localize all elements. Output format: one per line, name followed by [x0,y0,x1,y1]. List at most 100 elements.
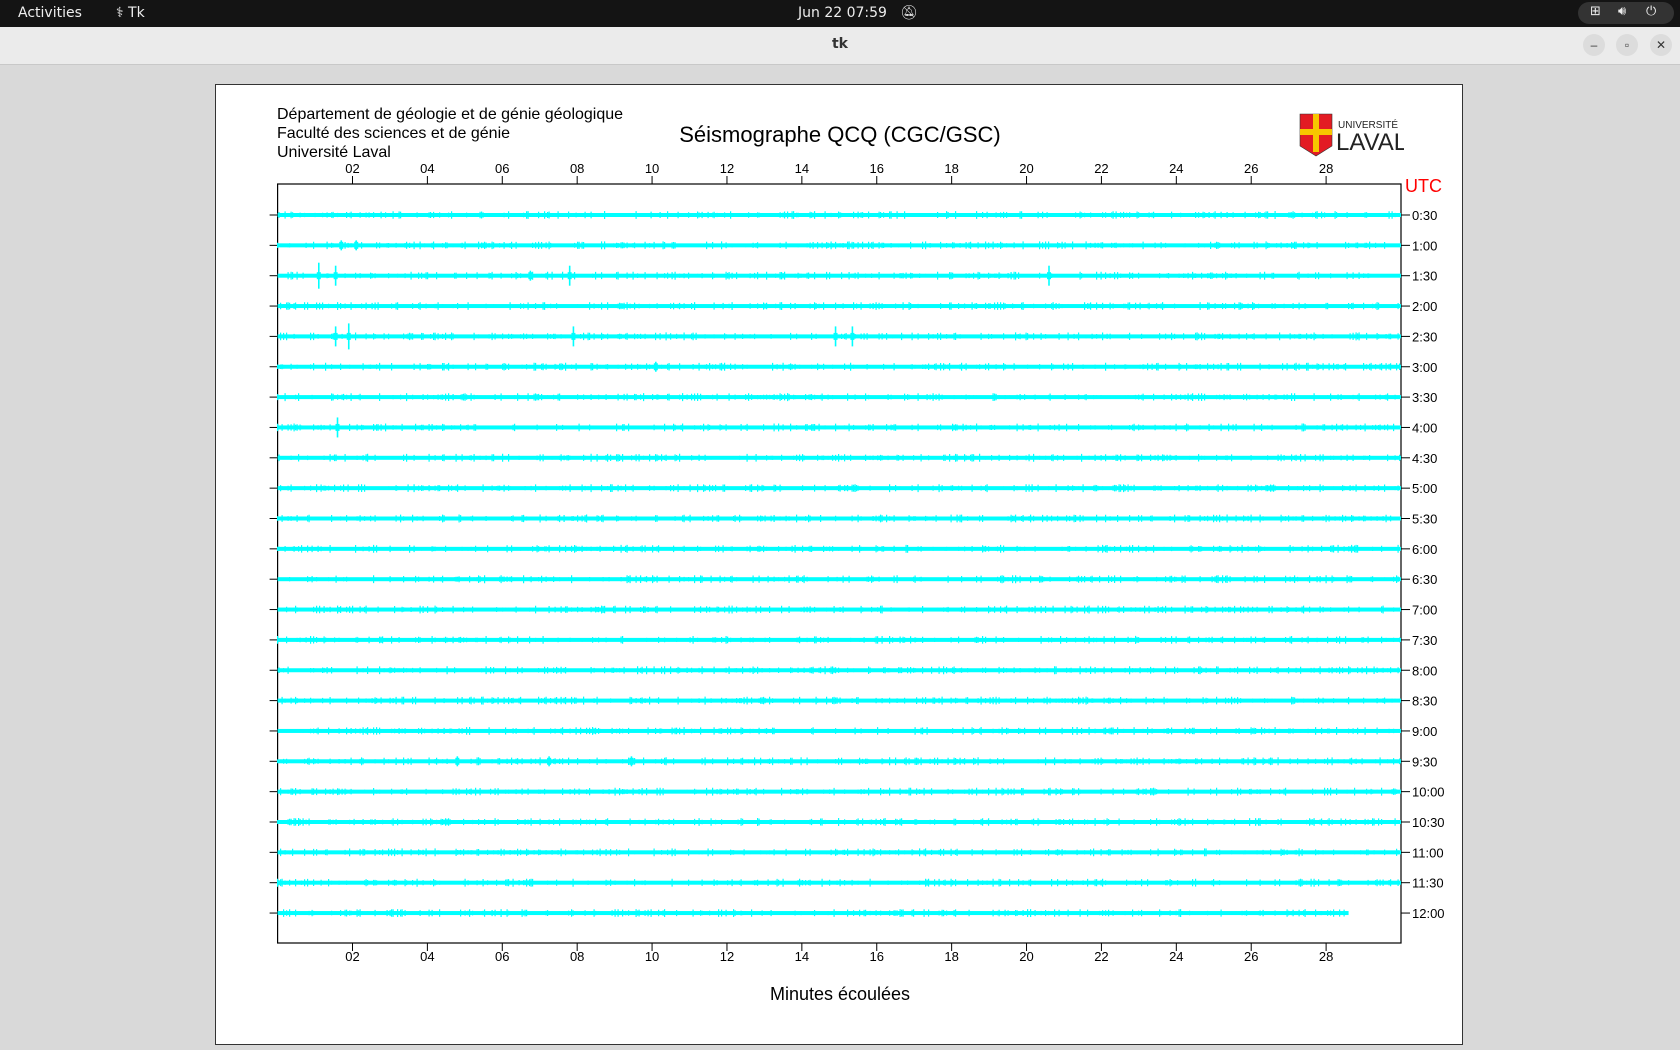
trace-baseline [277,213,1402,217]
bottom-tick-label: 06 [495,949,509,964]
event-burst [629,757,634,765]
event-burst [850,332,855,340]
trace-3:30 [277,393,1402,402]
notifications-muted-icon[interactable]: 🔕︎ [900,5,918,21]
event-burst [339,241,344,249]
logo-text-laval: LAVAL [1336,129,1404,156]
trace-baseline [277,516,1402,521]
top-tick-label: 16 [870,161,884,176]
event-burst [354,241,359,249]
trace-1:00 [277,240,1402,251]
bottom-tick-label: 14 [795,949,809,964]
trace-baseline [277,304,1402,309]
row-time-label: 1:00 [1412,238,1437,253]
trace-noise [280,575,1399,584]
trace-baseline [277,486,1402,491]
row-time-label: 6:30 [1412,572,1437,587]
trace-baseline [277,425,1402,430]
trace-noise [281,696,1401,705]
trace-baseline [277,546,1402,551]
trace-8:30 [277,696,1402,705]
top-tick-label: 12 [720,161,734,176]
minimize-button[interactable]: – [1583,34,1605,56]
plot-frame [277,183,1402,944]
event-burst [333,332,338,340]
row-time-label: 0:30 [1412,208,1437,223]
x-axis-label: Minutes écoulées [769,984,911,1004]
bottom-tick-label: 10 [645,949,659,964]
trace-baseline [277,607,1402,612]
trace-baseline [277,577,1402,582]
trace-baseline [277,364,1402,369]
close-button[interactable]: ✕ [1650,34,1672,56]
window-titlebar[interactable]: tk – ▫ ✕ [0,27,1680,65]
trace-noise [278,211,1396,219]
trace-6:00 [277,544,1402,553]
top-tick-label: 26 [1244,161,1258,176]
trace-10:30 [277,818,1402,826]
trace-noise [277,241,1390,250]
row-time-label: 7:00 [1412,603,1437,618]
trace-noise [277,544,1399,553]
bottom-tick-label: 04 [420,949,434,964]
row-time-label: 11:00 [1412,845,1444,860]
row-time-label: 5:00 [1412,481,1437,496]
clock[interactable]: Jun 22 07:59 [798,5,887,21]
trace-baseline [277,698,1402,703]
top-tick-label: 02 [345,161,359,176]
maximize-button[interactable]: ▫ [1616,34,1638,56]
system-menu[interactable]: ⊞ 🔊︎ ⏻ [1578,2,1674,24]
trace-baseline [277,759,1402,764]
window-title: tk [831,36,848,52]
row-time-label: 8:30 [1412,694,1437,709]
activities-button[interactable]: Activities [18,5,82,21]
event-burst [455,757,460,765]
row-time-label: 11:30 [1412,876,1444,891]
row-time-label: 4:00 [1412,420,1437,435]
event-burst [316,272,321,280]
chart-title: Séismographe QCQ (CGC/GSC) [679,122,1001,147]
trace-baseline [277,455,1402,460]
trace-8:00 [277,666,1402,675]
top-tick-label: 10 [645,161,659,176]
top-tick-label: 20 [1019,161,1033,176]
row-time-label: 4:30 [1412,451,1437,466]
row-time-label: 2:00 [1412,299,1437,314]
bottom-tick-label: 02 [345,949,359,964]
trace-4:00 [277,417,1402,438]
trace-baseline [277,395,1402,400]
trace-baseline [277,728,1402,733]
trace-baseline [277,789,1402,794]
event-burst [653,363,658,371]
row-time-label: 3:00 [1412,360,1437,375]
bottom-tick-label: 26 [1244,949,1258,964]
row-time-label: 3:30 [1412,390,1437,405]
trace-11:00 [277,848,1402,857]
event-burst [833,332,838,340]
bottom-tick-label: 28 [1319,949,1333,964]
trace-noise [281,727,1398,735]
trace-1:30 [277,262,1402,289]
trace-noise [284,605,1401,614]
trace-0:30 [277,211,1402,219]
trace-baseline [277,668,1402,673]
row-time-label: 5:30 [1412,512,1437,527]
app-menu[interactable]: ⚕ Tk [116,5,145,21]
top-tick-label: 04 [420,161,434,176]
trace-noise [277,878,1399,887]
trace-5:00 [277,484,1402,493]
trace-2:30 [277,323,1402,350]
row-time-label: 10:30 [1412,815,1445,830]
trace-6:30 [277,575,1402,584]
row-time-label: 1:30 [1412,269,1437,284]
department-label: Département de géologie et de génie géol… [277,106,624,123]
event-burst [346,332,351,340]
bottom-tick-label: 22 [1094,949,1108,964]
trace-9:30 [277,756,1402,767]
trace-11:30 [277,878,1402,887]
trace-12:00 [277,909,1349,917]
top-tick-label: 14 [795,161,809,176]
trace-noise [277,362,1401,371]
universite-laval-logo: UNIVERSITÉ LAVAL [1299,113,1404,157]
